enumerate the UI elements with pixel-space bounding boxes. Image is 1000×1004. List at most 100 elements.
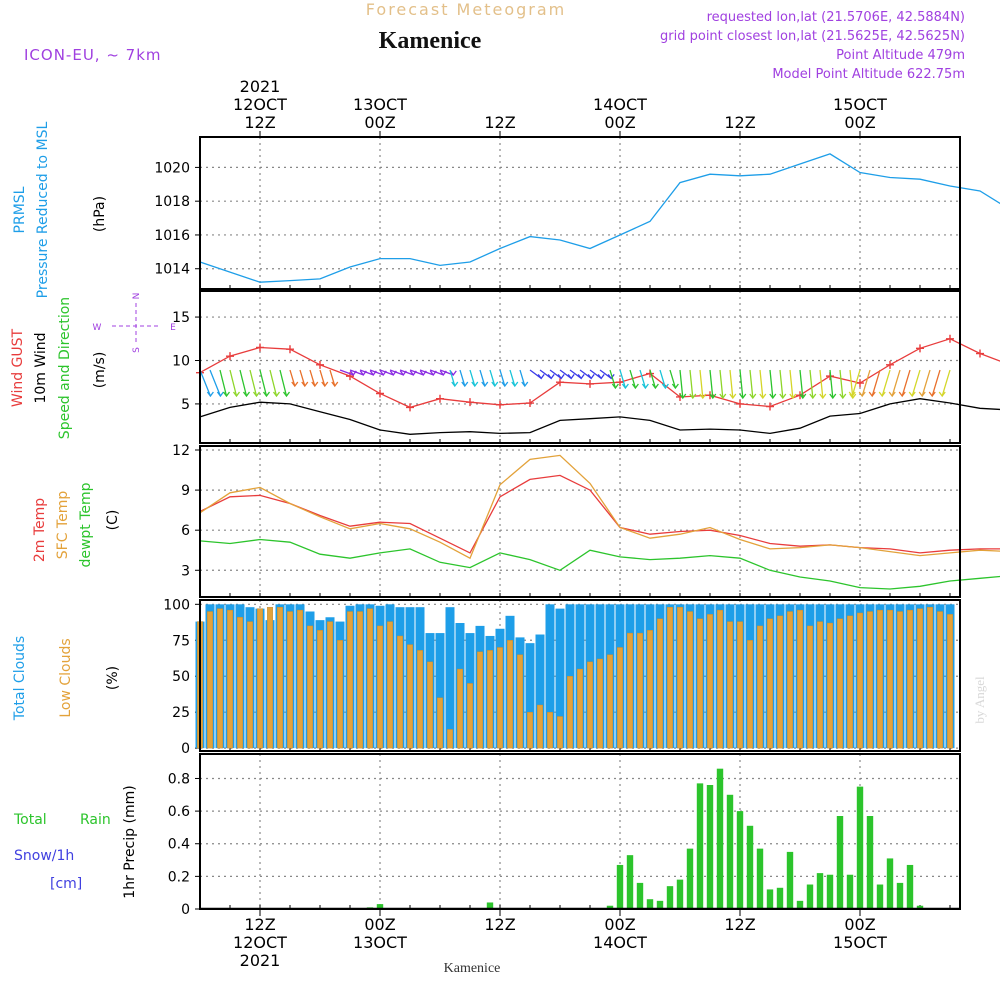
precip-bar	[816, 873, 824, 909]
low-cloud-bar	[947, 614, 954, 749]
wind-arrow-head	[809, 393, 817, 400]
low-cloud-bar	[797, 609, 804, 749]
gust-marker	[376, 389, 384, 398]
total-cloud-bar	[445, 607, 455, 749]
wind-arrow-head	[671, 383, 679, 390]
compass-west: W	[93, 323, 102, 333]
temp-unit: (C)	[105, 510, 121, 531]
wind-arrow-head	[311, 381, 319, 388]
wind-arrow	[579, 369, 592, 379]
total-cloud-bar	[545, 604, 555, 749]
gust-marker	[976, 349, 984, 358]
wind-arrow	[609, 369, 617, 389]
wind-arrow-head	[587, 374, 595, 380]
wind-arrow-head	[321, 381, 329, 388]
wind-arrow-head	[898, 391, 906, 398]
low-cloud-bar	[517, 654, 524, 749]
low-cloud-bar	[557, 716, 564, 749]
wind-arrow	[639, 369, 647, 389]
wind-arrow	[739, 369, 744, 399]
wind-arrow	[669, 369, 677, 389]
y-tick-label: 0	[181, 902, 190, 918]
total-cloud-bar	[535, 634, 545, 749]
y-tick-label: 75	[172, 633, 190, 649]
low-cloud-bar	[337, 640, 344, 749]
wind-arrow-head	[719, 393, 727, 400]
precip-bar	[806, 884, 814, 909]
low-cloud-bar	[817, 621, 824, 749]
wind-arrow-head	[699, 393, 707, 400]
wind-arrow	[851, 369, 861, 397]
bottom-hour-label: 12Z	[244, 915, 275, 934]
wind-arrow-head	[206, 391, 214, 398]
low-cloud-bar	[417, 650, 424, 749]
low-cloud-bar	[857, 612, 864, 749]
wind-arrow	[299, 369, 306, 387]
total-cloud-bar	[525, 643, 535, 749]
precip-bar	[876, 884, 884, 909]
wind-arrow-head	[928, 391, 936, 398]
footer-credit: by Angel	[972, 676, 987, 724]
wind-10m-label: 10m Wind	[33, 332, 49, 403]
low-clouds-label: Low Clouds	[58, 638, 74, 717]
wind-arrow	[319, 369, 326, 387]
compass-north: N	[132, 293, 142, 300]
bottom-hour-label: 12Z	[484, 915, 515, 934]
precip-bar	[766, 889, 774, 909]
y-tick-label: 0.4	[168, 837, 190, 853]
precip-bar	[726, 794, 734, 909]
pressure-label-1: PRMSL	[12, 186, 28, 233]
precip-bar	[836, 816, 844, 909]
gust-marker	[316, 360, 324, 369]
wind-arrow-head	[729, 393, 737, 400]
wind-arrow	[529, 369, 542, 379]
precip-cm-label: [cm]	[50, 876, 82, 892]
y-tick-label: 6	[181, 523, 190, 539]
precip-bar	[756, 848, 764, 909]
wind-arrow-head	[829, 393, 837, 400]
low-cloud-bar	[246, 621, 253, 749]
wind-arrow	[881, 369, 891, 397]
wind-arrow-head	[547, 374, 555, 380]
precip-bar	[746, 825, 754, 909]
series-line	[199, 398, 1000, 435]
wind-arrow-head	[868, 391, 876, 398]
low-cloud-bar	[577, 668, 584, 749]
top-hour-label: 00Z	[604, 113, 635, 132]
series-line	[199, 538, 1000, 590]
low-cloud-bar	[457, 668, 464, 749]
wind-arrow	[509, 369, 516, 387]
wind-arrow-head	[709, 393, 717, 400]
low-cloud-bar	[867, 611, 874, 749]
wind-arrow	[379, 369, 394, 376]
wind-arrow	[269, 369, 278, 397]
panel-frame	[199, 290, 961, 444]
wind-arrow	[829, 369, 834, 399]
low-cloud-bar	[637, 632, 644, 749]
bottom-hour-label: 00Z	[844, 915, 875, 934]
top-year-label: 2021	[240, 77, 281, 96]
temp-panel-labels: 2m Temp SFC Temp dewpt Temp (C)	[32, 482, 121, 567]
low-cloud-bar	[807, 625, 814, 749]
low-cloud-bar	[887, 609, 894, 749]
wind-arrow	[229, 369, 238, 397]
wind-arrow	[459, 369, 466, 387]
chart-title: Kamenice	[379, 28, 482, 54]
panel-3: 3 6 9 12	[172, 443, 1000, 598]
plot-area: 1014 1016 1018 1020 5 10 15 3 6 9 12 0 25 50 75 100 0 0.2…	[154, 77, 1000, 970]
precip-bar	[886, 858, 894, 909]
wind-arrow-head	[689, 393, 697, 400]
model-altitude: Model Point Altitude 622.75m	[772, 67, 965, 82]
wind-arrow	[519, 369, 526, 387]
wind-arrow-head	[282, 391, 291, 398]
bottom-date-label: 13OCT	[353, 933, 407, 952]
gust-marker	[946, 334, 954, 343]
low-cloud-bar	[447, 729, 454, 749]
bottom-date-label: 14OCT	[593, 933, 647, 952]
wind-arrow	[649, 369, 657, 389]
gust-marker	[766, 402, 774, 411]
wind-arrow	[911, 369, 921, 397]
low-cloud-bar	[407, 644, 414, 749]
wind-arrow	[329, 369, 336, 387]
wind-arrow	[729, 369, 734, 399]
